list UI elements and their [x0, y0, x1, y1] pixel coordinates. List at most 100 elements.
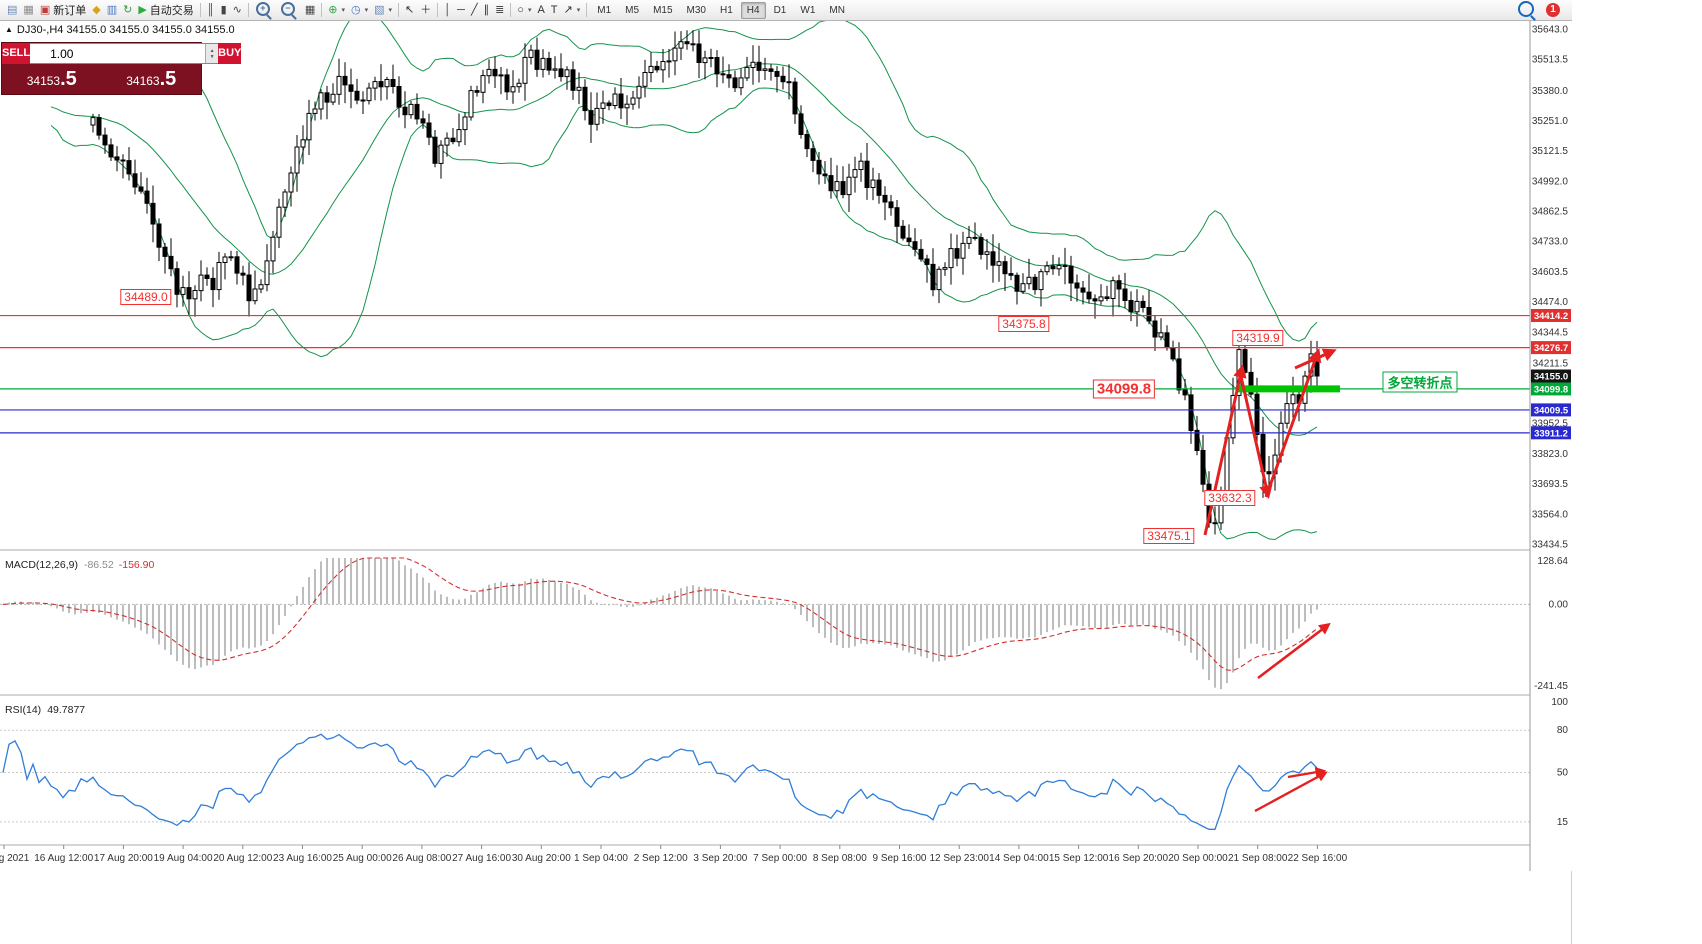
volume-input[interactable] [30, 44, 206, 63]
svg-text:33952.5: 33952.5 [1532, 419, 1569, 430]
tf-m30-button[interactable]: M30 [686, 4, 706, 16]
svg-text:33564.0: 33564.0 [1532, 509, 1569, 520]
tf-h1-button[interactable]: H1 [719, 4, 733, 16]
chart-window-icon: ▤ [7, 4, 18, 16]
trend-arrows[interactable] [1203, 348, 1337, 536]
svg-text:2 Sep 12:00: 2 Sep 12:00 [634, 853, 688, 864]
trendline-icon[interactable]: ╱ [468, 1, 481, 19]
autotrade-button[interactable]: ▶ 自动交易 [135, 1, 196, 19]
volume-up-icon[interactable]: ▲ [209, 47, 215, 54]
templates-icon[interactable]: ▧ ▾ [371, 1, 395, 19]
tf-w1-button[interactable]: W1 [800, 4, 816, 16]
buy-button[interactable]: BUY [218, 43, 242, 64]
candlestick-chart-icon[interactable]: ▮ [218, 1, 230, 19]
price-annotation[interactable]: 34375.8 [998, 316, 1050, 332]
navigator-icon[interactable]: ↻ [120, 1, 135, 19]
svg-text:-241.45: -241.45 [1534, 681, 1568, 692]
crosshair-icon[interactable]: ＋ [417, 1, 434, 19]
chart-window-icon[interactable]: ▤ [4, 1, 20, 19]
periods-icon[interactable]: ◷ ▾ [348, 1, 371, 19]
chart-canvas[interactable]: 35643.0 35513.5 35380.0 35251.0 35121.5 34992… [0, 21, 1572, 944]
autotrade-icon: ▶ [138, 4, 147, 16]
arrows-tool-icon: ↗ [563, 4, 573, 16]
svg-text:34992.0: 34992.0 [1532, 176, 1569, 187]
volume-stepper: ▲ ▼ [30, 43, 219, 64]
svg-text:35643.0: 35643.0 [1532, 25, 1569, 36]
horizontal-line-icon: ─ [457, 4, 465, 16]
svg-text:35380.0: 35380.0 [1532, 86, 1569, 97]
svg-text:34862.5: 34862.5 [1532, 207, 1569, 218]
toolbar-separator [437, 3, 439, 17]
tf-h4-button[interactable]: H4 [740, 1, 766, 19]
shapes-icon[interactable]: ○ ▾ [514, 1, 534, 19]
fibonacci-icon[interactable]: ≣ [492, 1, 507, 19]
macd-trend-arrow[interactable] [1257, 622, 1331, 680]
horizontal-line-icon[interactable]: ─ [454, 1, 468, 19]
line-chart-icon: ∿ [232, 4, 242, 16]
text-label-icon[interactable]: T [548, 1, 561, 19]
channel-icon[interactable]: ∥ [481, 1, 493, 19]
indicators-icon[interactable]: ⊕ ▾ [325, 1, 348, 19]
search-icon[interactable] [1518, 0, 1534, 17]
svg-text:34603.5: 34603.5 [1532, 267, 1569, 278]
tile-windows-icon[interactable]: ▦ [302, 1, 318, 19]
tf-m15-button[interactable]: M15 [653, 4, 673, 16]
chevron-down-icon: ▾ [364, 7, 369, 14]
market-watch-icon[interactable]: ◆ [89, 1, 103, 19]
vertical-line-icon[interactable]: │ [441, 1, 454, 19]
svg-text:34155.0: 34155.0 [1534, 372, 1568, 383]
svg-text:100: 100 [1551, 697, 1568, 708]
tf-m1-button[interactable]: M1 [597, 4, 612, 16]
svg-text:33911.2: 33911.2 [1534, 428, 1568, 439]
arrows-tool-icon[interactable]: ↗ ▾ [561, 1, 584, 19]
volume-down-icon[interactable]: ▼ [209, 53, 215, 60]
price-annotation[interactable]: 34489.0 [120, 289, 172, 305]
tf-m5-button[interactable]: M5 [625, 4, 640, 16]
price-annotation[interactable]: 34319.9 [1232, 330, 1284, 346]
text-icon[interactable]: A [534, 1, 547, 19]
line-chart-icon[interactable]: ∿ [230, 1, 245, 19]
horizontal-level-lines[interactable] [0, 314, 1530, 434]
volume-spin-buttons: ▲ ▼ [205, 44, 219, 63]
turning-point-label[interactable]: 多空转折点 [1382, 371, 1458, 393]
price-annotation[interactable]: 33632.3 [1204, 490, 1256, 506]
svg-text:33434.5: 33434.5 [1532, 540, 1569, 551]
new-order-button[interactable]: ▣ 新订单 [37, 1, 89, 19]
trendline-icon: ╱ [470, 4, 478, 16]
svg-text:1 Sep 04:00: 1 Sep 04:00 [574, 853, 628, 864]
chevron-down-icon: ▾ [576, 7, 581, 14]
sell-price: 34153.5 [26, 67, 77, 90]
tile-windows-icon: ▦ [304, 4, 316, 16]
zoom-in-icon[interactable]: + [252, 1, 277, 19]
alerts-badge[interactable]: 1 [1546, 3, 1560, 17]
svg-text:34414.2: 34414.2 [1534, 311, 1568, 322]
cursor-icon[interactable]: ↖ [402, 1, 417, 19]
bar-chart-icon[interactable]: ║ [204, 1, 218, 19]
price-annotation[interactable]: 33475.1 [1143, 528, 1195, 544]
svg-text:9 Sep 16:00: 9 Sep 16:00 [873, 853, 927, 864]
rsi-trend-arrow[interactable] [1287, 766, 1327, 779]
rsi-trend-arrow[interactable] [1254, 771, 1328, 813]
svg-text:16 Aug 12:00: 16 Aug 12:00 [34, 853, 93, 864]
zoom-out-icon[interactable]: − [277, 1, 302, 19]
svg-text:14 Sep 04:00: 14 Sep 04:00 [989, 853, 1049, 864]
tf-d1-button[interactable]: D1 [773, 4, 787, 16]
profiles-icon[interactable]: ▦ [20, 1, 36, 19]
templates-icon: ▧ [374, 4, 385, 16]
svg-text:35121.5: 35121.5 [1532, 146, 1569, 157]
svg-text:34099.8: 34099.8 [1534, 384, 1568, 395]
channel-icon: ∥ [483, 4, 490, 16]
svg-text:20 Aug 12:00: 20 Aug 12:00 [213, 853, 272, 864]
svg-text:15 Sep 12:00: 15 Sep 12:00 [1049, 853, 1109, 864]
fibonacci-icon: ≣ [495, 4, 505, 16]
candlesticks[interactable] [90, 30, 1320, 535]
data-window-icon[interactable]: ▥ [104, 1, 120, 19]
sell-button[interactable]: SELL [2, 43, 31, 64]
tf-mn-button[interactable]: MN [829, 4, 845, 16]
price-annotation[interactable]: 34099.8 [1092, 379, 1156, 399]
svg-text:27 Aug 16:00: 27 Aug 16:00 [452, 853, 511, 864]
autotrade-button-label: 自动交易 [149, 5, 194, 17]
periods-icon: ◷ [351, 4, 361, 16]
chart-area: 35643.0 35513.5 35380.0 35251.0 35121.5 34992… [0, 21, 1572, 944]
candlestick-chart-icon: ▮ [220, 4, 227, 16]
